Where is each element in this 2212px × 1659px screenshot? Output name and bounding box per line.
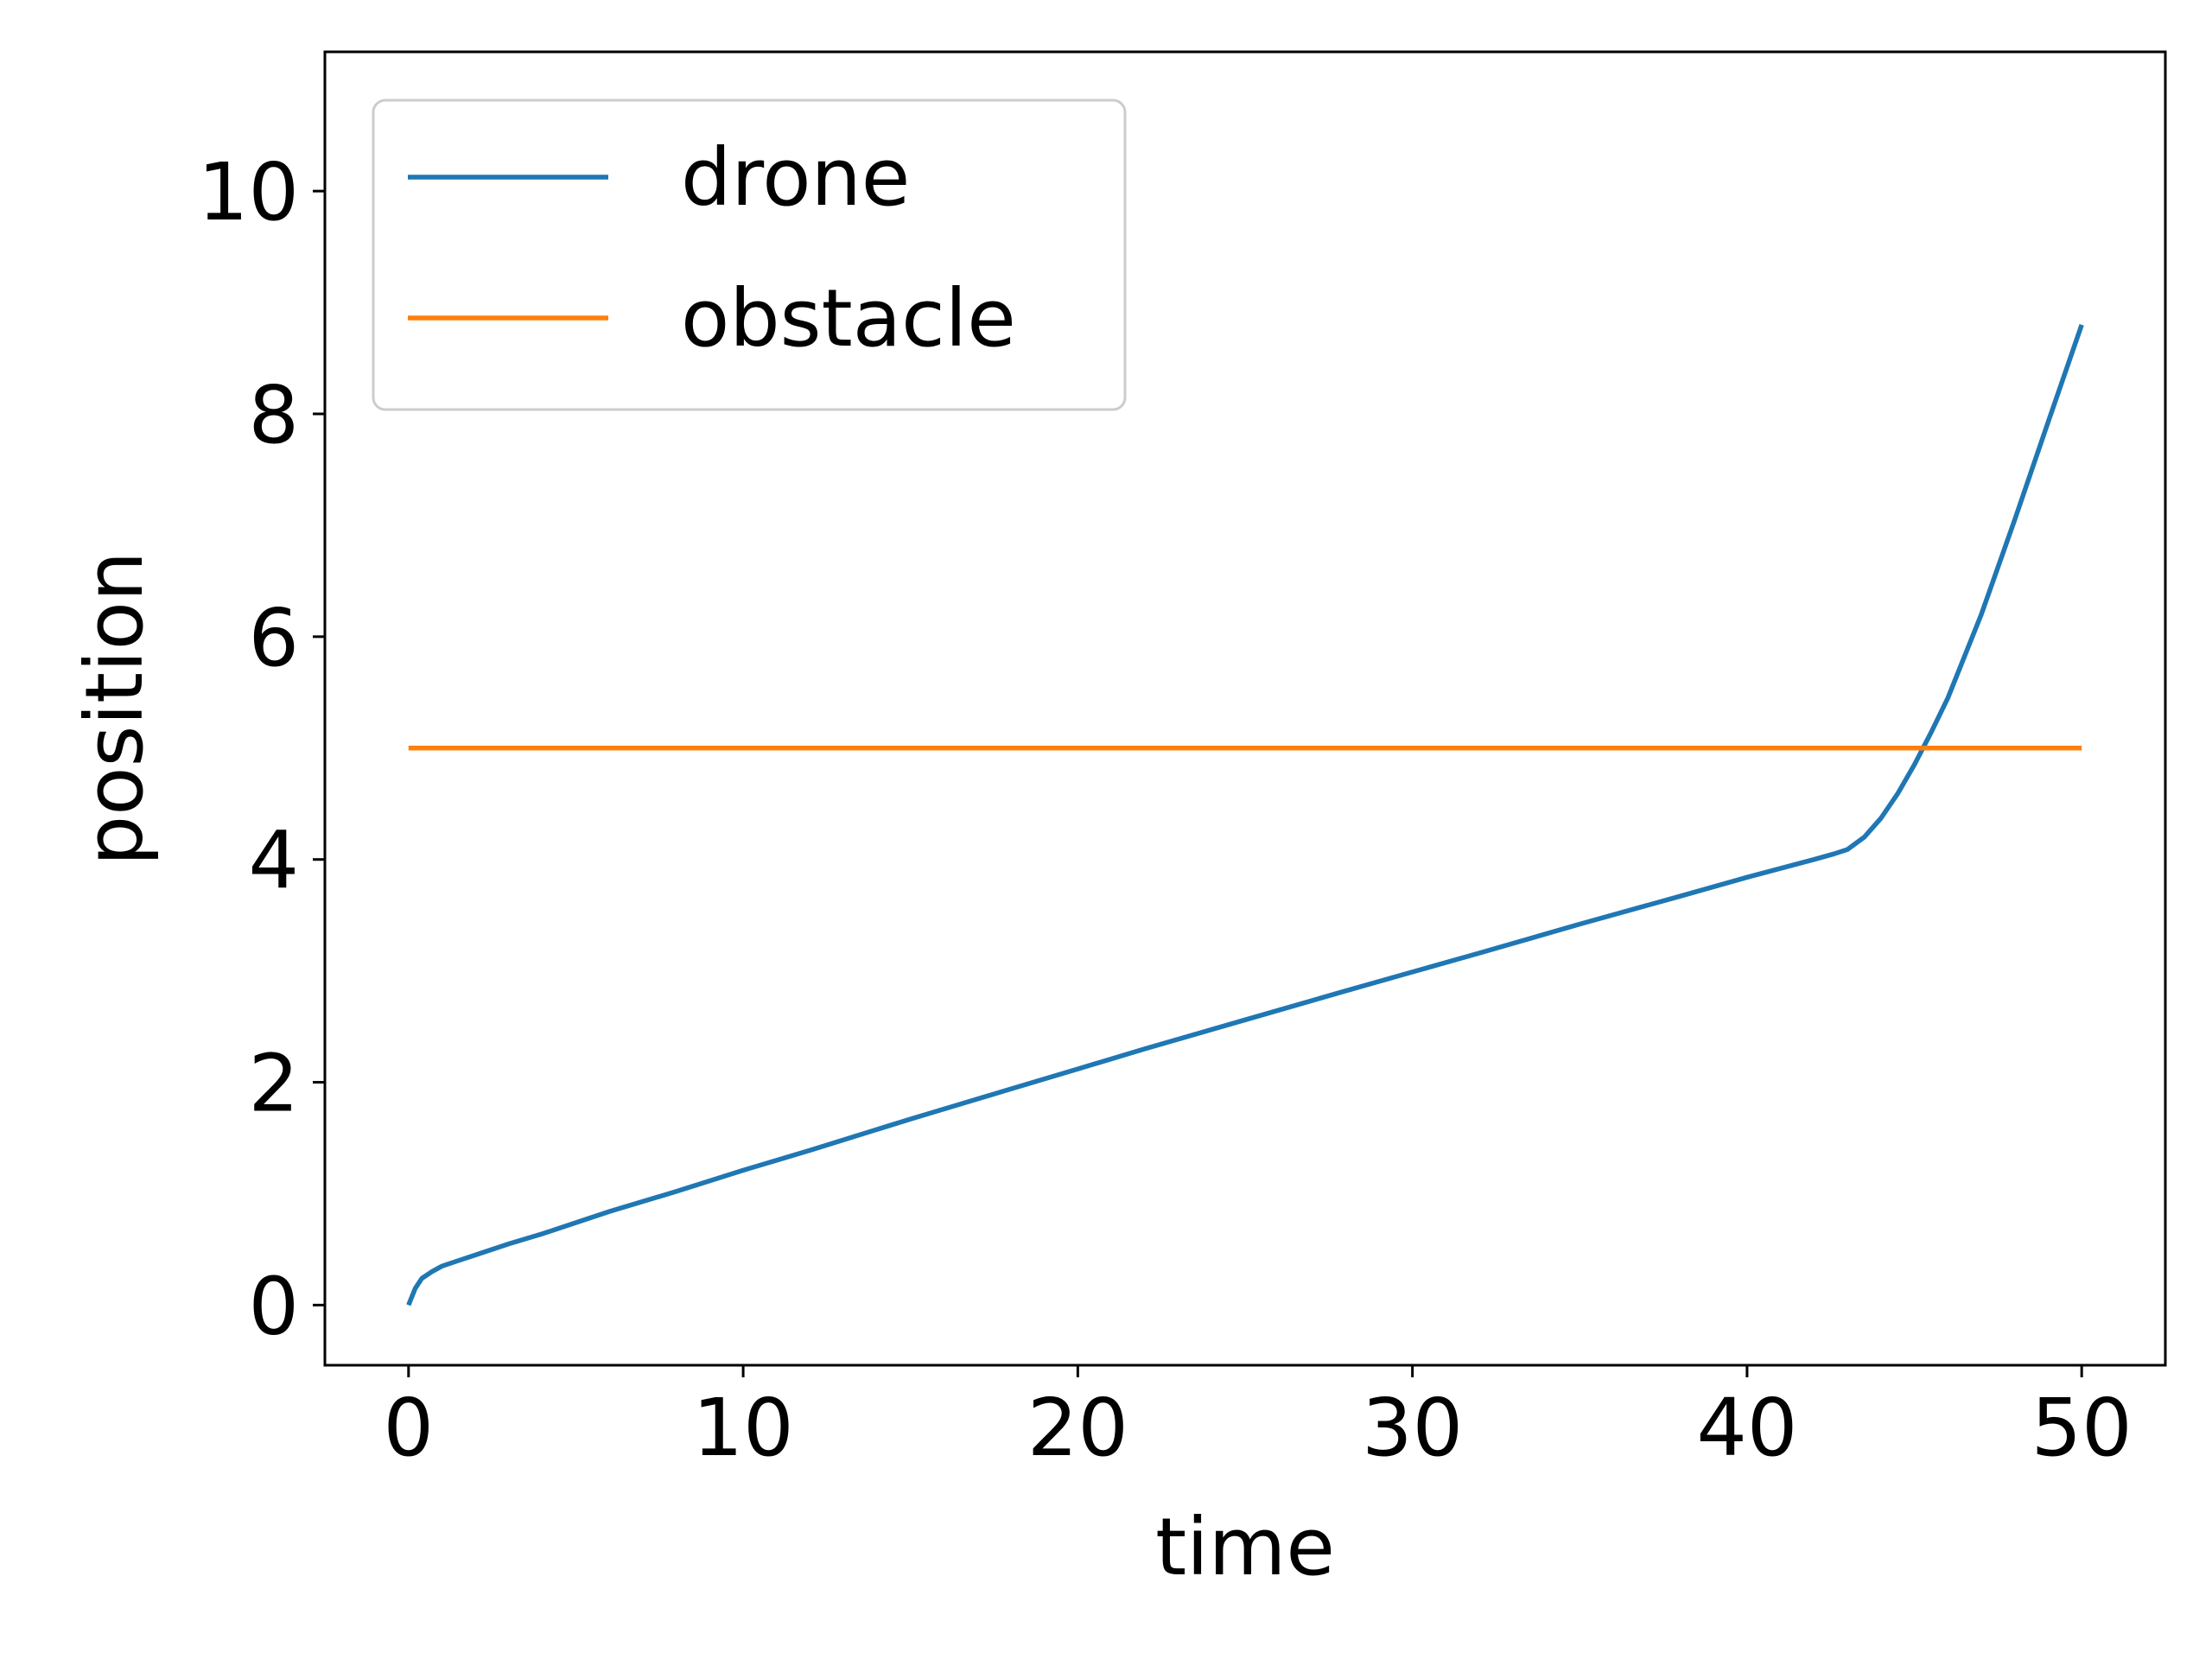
legend-label-drone: drone (681, 131, 910, 224)
data-point-drone (1980, 613, 1983, 616)
y-tick-label: 2 (248, 1038, 299, 1130)
data-point-drone (1896, 792, 1899, 796)
x-tick-label: 20 (1027, 1382, 1128, 1474)
y-tick-label: 4 (248, 815, 299, 907)
x-tick-label: 0 (384, 1382, 435, 1474)
x-axis-label: time (1155, 1501, 1335, 1593)
data-point-drone (1929, 731, 1933, 734)
data-point-drone (420, 1276, 423, 1280)
plot-frame (323, 50, 2167, 1367)
data-point-obstacle (2080, 747, 2083, 750)
y-tick-label: 10 (198, 146, 299, 238)
data-point-drone (414, 1287, 417, 1290)
data-point-drone (1143, 1047, 1147, 1051)
data-point-drone (741, 1168, 745, 1172)
data-point-drone (575, 1221, 578, 1224)
data-point-drone (1578, 923, 1581, 926)
y-tick-label: 6 (248, 592, 299, 684)
x-tick-label: 40 (1696, 1382, 1797, 1474)
legend: drone obstacle (372, 99, 1127, 411)
legend-label-obstacle: obstacle (681, 272, 1016, 365)
data-point-drone (430, 1270, 434, 1274)
x-tick-label: 10 (693, 1382, 794, 1474)
data-point-drone (407, 1303, 410, 1306)
data-point-drone (1679, 894, 1682, 898)
data-point-drone (2080, 323, 2083, 327)
x-tick-label: 30 (1362, 1382, 1463, 1474)
x-axis-ticks: 0 10 20 30 40 50 (384, 1365, 2133, 1474)
data-point-drone (607, 1210, 611, 1213)
data-point-drone (675, 1190, 678, 1193)
data-point-drone (2047, 420, 2050, 423)
series-drone (406, 323, 2084, 1306)
data-point-drone (1863, 836, 1866, 839)
data-point-drone (809, 1148, 812, 1152)
data-point-drone (1913, 763, 1916, 766)
data-point-drone (909, 1117, 912, 1121)
data-point-drone (1009, 1087, 1013, 1090)
x-tick-label: 50 (2031, 1382, 2133, 1474)
data-point-drone (1812, 858, 1815, 861)
data-point-drone (1879, 817, 1883, 820)
data-point-drone (1243, 1018, 1247, 1021)
y-axis-label: position (68, 551, 161, 866)
data-point-drone (1833, 852, 1836, 855)
series-line-drone (406, 324, 2084, 1306)
plot-area (406, 323, 2084, 1306)
data-point-drone (507, 1243, 511, 1246)
data-point-drone (1076, 1067, 1079, 1071)
series-obstacle (407, 746, 2083, 751)
data-point-drone (474, 1253, 477, 1256)
data-point-drone (441, 1264, 444, 1268)
y-axis-ticks: 0 2 4 6 8 10 (198, 146, 325, 1352)
data-point-obstacle (407, 747, 410, 750)
y-tick-label: 8 (248, 369, 299, 461)
data-point-drone (1846, 848, 1849, 851)
data-point-drone (541, 1232, 544, 1236)
data-point-drone (1745, 875, 1749, 879)
data-point-drone (2013, 518, 2017, 522)
data-point-drone (1411, 970, 1414, 974)
data-point-drone (1946, 696, 1949, 700)
data-point-drone (1478, 951, 1481, 955)
data-point-drone (1344, 989, 1347, 993)
data-point-drone (457, 1259, 461, 1262)
y-tick-label: 0 (248, 1260, 299, 1352)
